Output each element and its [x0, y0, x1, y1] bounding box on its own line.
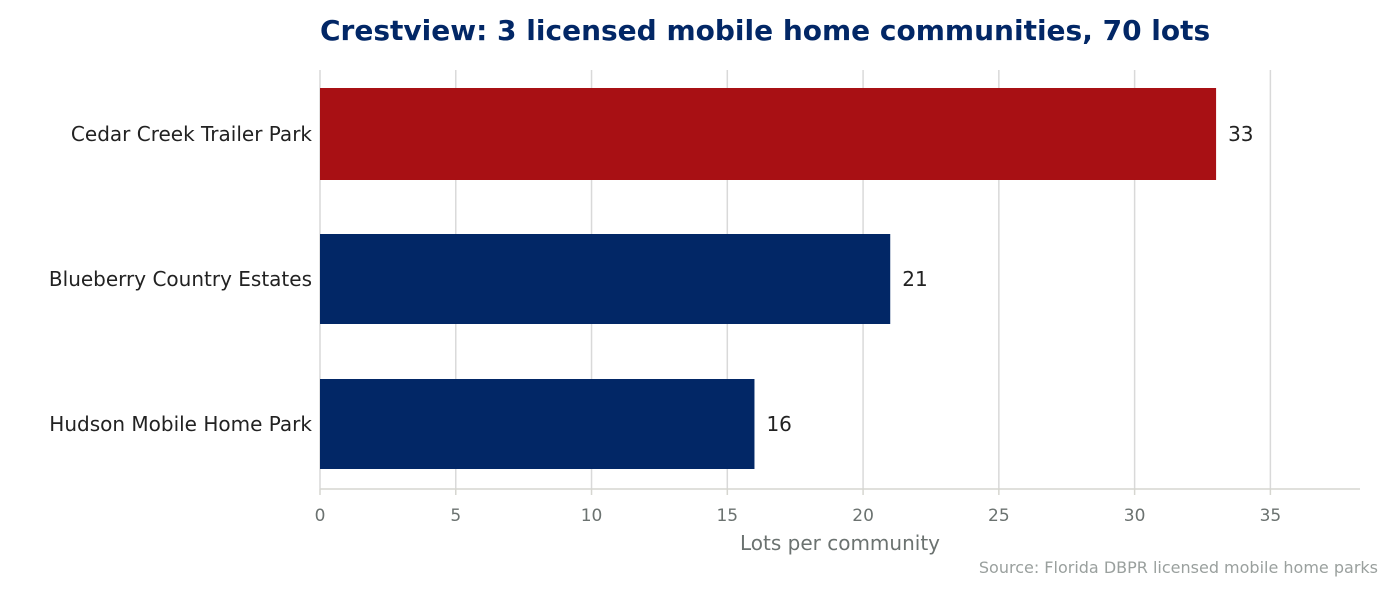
- tick-label-25: 25: [988, 506, 1010, 526]
- tick-label-10: 10: [581, 506, 603, 526]
- bar-2: [320, 234, 891, 324]
- source-note: Source: Florida DBPR licensed mobile hom…: [979, 558, 1378, 577]
- tick-label-20: 20: [852, 506, 874, 526]
- value-label-1: 33: [1228, 122, 1253, 146]
- value-labels: 33 21 16: [766, 122, 1253, 436]
- category-label-2: Blueberry Country Estates: [49, 267, 312, 291]
- tick-label-30: 30: [1124, 506, 1146, 526]
- bar-1: [320, 88, 1217, 180]
- bars: [320, 88, 1217, 469]
- x-ticks: 0 5 10 15 20 25 30 35: [315, 489, 1282, 526]
- category-labels: Cedar Creek Trailer Park Blueberry Countr…: [49, 122, 312, 436]
- tick-label-35: 35: [1260, 506, 1282, 526]
- category-label-1: Cedar Creek Trailer Park: [71, 122, 312, 146]
- category-label-3: Hudson Mobile Home Park: [49, 412, 312, 436]
- bar-3: [320, 379, 755, 469]
- tick-label-5: 5: [450, 506, 461, 526]
- value-label-3: 16: [766, 412, 791, 436]
- chart-title: Crestview: 3 licensed mobile home commun…: [320, 14, 1210, 47]
- tick-label-15: 15: [716, 506, 738, 526]
- x-axis-label: Lots per community: [740, 531, 940, 555]
- value-label-2: 21: [902, 267, 927, 291]
- tick-label-0: 0: [315, 506, 326, 526]
